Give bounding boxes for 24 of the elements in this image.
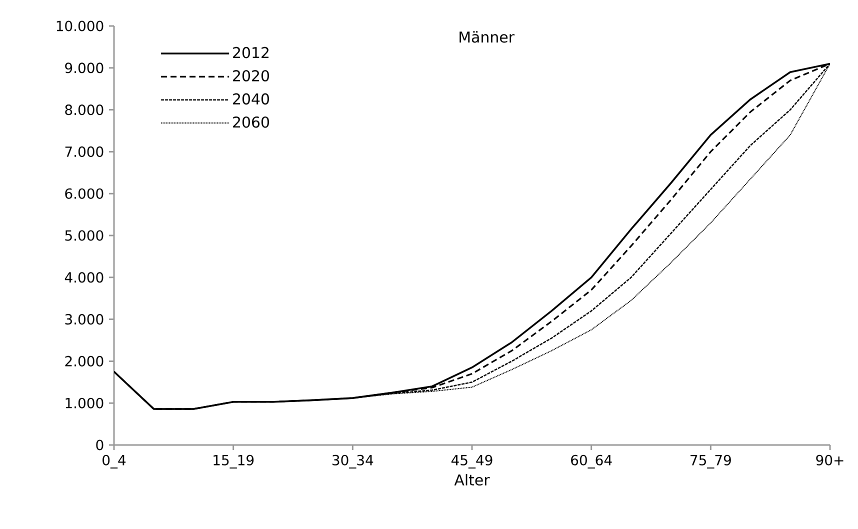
- y-tick-label: 5.000: [65, 230, 104, 241]
- x-tick-label: 0_4: [102, 454, 126, 468]
- legend-label: 2040: [233, 93, 269, 105]
- chart-title: Männer: [460, 31, 514, 43]
- y-tick-label: 9.000: [65, 62, 104, 74]
- x-tick-label: 30_34: [332, 454, 374, 468]
- y-tick-label: 7.000: [65, 146, 104, 157]
- y-tick-label: 6.000: [65, 188, 104, 199]
- x-axis-title: Alter: [454, 474, 490, 486]
- legend-label: 2020: [233, 70, 269, 82]
- y-tick-label: 4.000: [64, 272, 104, 283]
- y-tick-label: 3.000: [65, 314, 104, 325]
- y-tick-label: 1.000: [66, 398, 104, 408]
- x-tick-label: 75_79: [690, 454, 731, 468]
- legend-label: 2060: [233, 116, 269, 128]
- y-tick-label: 0: [96, 440, 104, 450]
- legend-label: 2012: [233, 46, 268, 58]
- x-tick-label: 15_19: [214, 454, 254, 468]
- x-tick-label: 90+: [816, 454, 844, 466]
- x-tick-label: 60_64: [571, 454, 612, 468]
- y-tick-label: 10.000: [56, 20, 104, 32]
- x-tick-label: 45_49: [451, 454, 492, 468]
- y-tick-label: 2.000: [65, 356, 104, 366]
- y-tick-label: 8.000: [65, 104, 104, 116]
